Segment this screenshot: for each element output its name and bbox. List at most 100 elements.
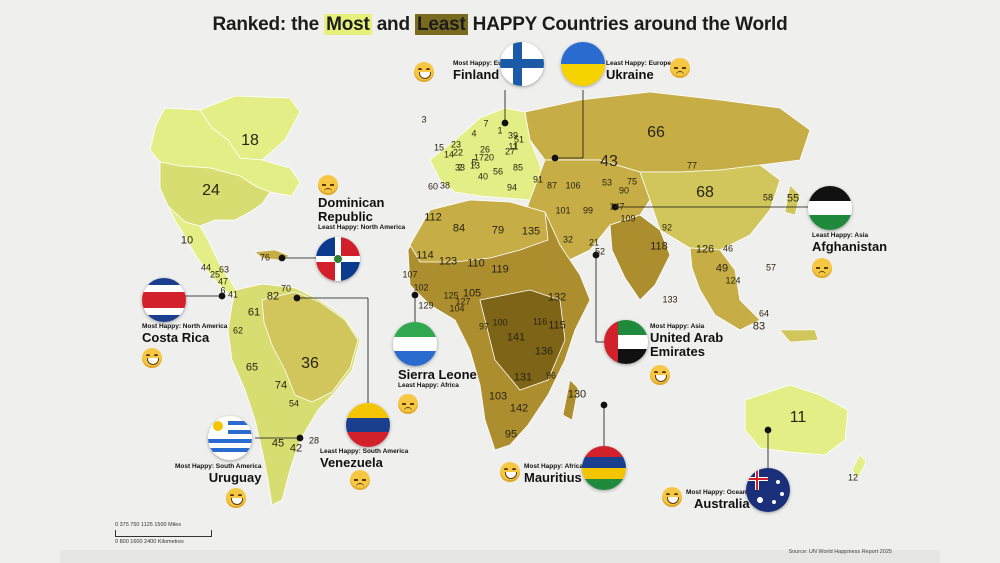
callout-name: Ukraine <box>606 67 654 82</box>
rank-label: 11 <box>789 409 807 426</box>
rank-label: 12 <box>847 472 859 483</box>
rank-label: 96 <box>545 370 557 381</box>
rank-label: 90 <box>618 185 630 196</box>
canada <box>149 107 301 197</box>
rank-label: 22 <box>452 147 464 158</box>
rank-label: 110 <box>467 257 485 270</box>
rank-label: 66 <box>647 124 665 141</box>
callout-finland: Most Happy: Europe Finland <box>453 60 516 82</box>
rank-label: 62 <box>232 325 244 336</box>
rank-label: 103 <box>488 390 508 403</box>
sad-emoji-icon <box>350 470 370 490</box>
rank-label: 107 <box>402 269 418 280</box>
sad-emoji-icon <box>670 58 690 78</box>
happy-emoji-icon <box>500 462 520 482</box>
sad-emoji-icon <box>318 175 338 195</box>
rank-label: 127 <box>455 296 471 307</box>
mauritius-flag-icon <box>582 446 626 490</box>
venezuela-flag-icon <box>346 403 390 447</box>
rank-label: 44 <box>200 262 212 273</box>
rank-label: 131 <box>513 371 533 384</box>
scale-bar: 0 375 750 1125 1500 Miles 0 800 1600 240… <box>115 522 212 545</box>
callout-dominican: Dominican Republic Least Happy: North Ame… <box>318 196 405 232</box>
rank-label: 76 <box>259 252 271 263</box>
rank-label: 106 <box>565 180 581 191</box>
rank-label: 55 <box>786 192 800 205</box>
callout-name: Finland <box>453 67 500 82</box>
rank-label: 17 <box>473 152 485 163</box>
rank-label: 51 <box>513 134 525 145</box>
rank-label: 33 <box>454 162 466 173</box>
rank-label: 49 <box>715 262 729 275</box>
rank-label: 68 <box>696 184 714 201</box>
rank-label: 26 <box>479 144 491 155</box>
title-mid: and <box>371 14 415 35</box>
rank-label: 39 <box>507 130 519 141</box>
rank-label: 40 <box>477 171 489 182</box>
rank-label: 126 <box>695 243 715 256</box>
rank-label: 21 <box>588 237 600 248</box>
rank-label: 45 <box>271 437 285 450</box>
costa-rica-flag-icon <box>142 278 186 322</box>
rank-label: 133 <box>662 294 678 305</box>
rank-label: 97 <box>478 321 490 332</box>
rank-label: 28 <box>308 435 320 446</box>
callout-caption: Most Happy: Africa <box>524 463 583 470</box>
new-zealand <box>851 454 867 479</box>
happy-emoji-icon <box>414 62 434 82</box>
rank-label: 105 <box>462 287 482 300</box>
rank-label: 135 <box>521 225 541 238</box>
se-asia <box>689 247 761 331</box>
rank-label: 84 <box>452 222 466 235</box>
rank-label: 125 <box>443 290 459 301</box>
rank-label: 92 <box>661 222 673 233</box>
uruguay-flag-icon <box>208 416 252 460</box>
rank-label: 41 <box>227 289 239 300</box>
north-africa <box>409 199 549 263</box>
callout-caption: Least Happy: North America <box>318 224 406 231</box>
dominican-republic-flag-icon <box>316 237 360 281</box>
rank-label: 124 <box>725 275 741 286</box>
rank-label: 52 <box>594 246 606 257</box>
rank-label: 38 <box>439 180 451 191</box>
rank-label: 46 <box>722 243 734 254</box>
rank-label: 74 <box>274 379 288 392</box>
scale-line <box>115 530 212 537</box>
callout-caption: Least Happy: Africa <box>398 382 459 389</box>
rank-label: 32 <box>562 234 574 245</box>
rank-label: 6 <box>220 285 226 296</box>
rank-label: 10 <box>180 234 194 247</box>
source-note: Source: UN World Happiness Report 2025 <box>788 549 892 555</box>
rank-label: 123 <box>438 255 458 268</box>
chart-title: Ranked: the Most and Least HAPPY Countri… <box>0 14 1000 36</box>
rank-label: 14 <box>443 149 455 160</box>
callout-uae: Most Happy: Asia United Arab Emirates <box>650 323 740 359</box>
callout-caption: Most Happy: North America <box>142 323 228 330</box>
rank-label: 60 <box>427 181 439 192</box>
rank-label: 100 <box>492 317 508 328</box>
rank-label: 115 <box>548 319 566 332</box>
callout-caption: Most Happy: Oceania <box>686 489 753 496</box>
happy-emoji-icon <box>226 488 246 508</box>
east-asia <box>639 164 781 251</box>
title-post: HAPPY Countries around the World <box>467 14 788 35</box>
rank-label: 64 <box>758 308 770 319</box>
rank-label: 24 <box>202 182 220 199</box>
sad-emoji-icon <box>812 258 832 278</box>
callout-costa-rica: Most Happy: North America Costa Rica <box>142 323 227 345</box>
rank-label: 102 <box>413 282 429 293</box>
rank-label: 132 <box>547 291 567 304</box>
rank-label: 1 <box>497 125 503 136</box>
rank-label: 130 <box>567 388 587 401</box>
rank-label: 85 <box>512 162 524 173</box>
rank-label: 79 <box>491 224 505 237</box>
callout-sierra-leone: Sierra Leone Least Happy: Africa <box>398 368 477 390</box>
rank-label: 147 <box>609 201 625 212</box>
happy-emoji-icon <box>650 365 670 385</box>
rank-label: 7 <box>483 118 489 129</box>
rank-label: 104 <box>449 303 465 314</box>
callout-ukraine: Least Happy: Europe Ukraine <box>606 60 671 82</box>
brazil <box>261 291 359 403</box>
rank-label: 42 <box>289 442 303 455</box>
